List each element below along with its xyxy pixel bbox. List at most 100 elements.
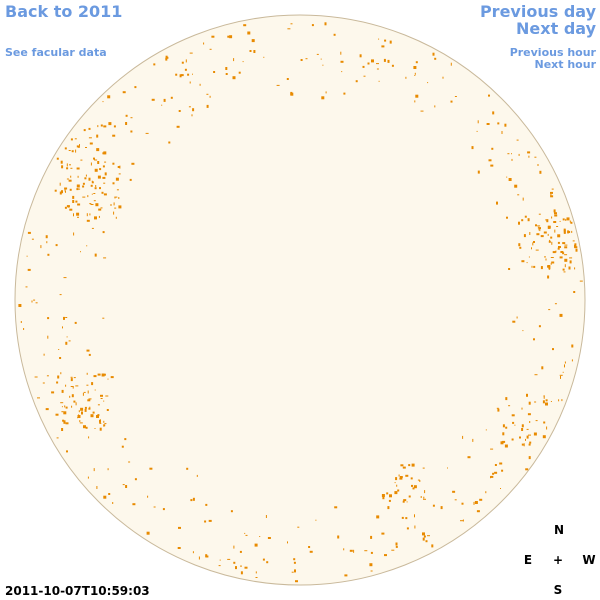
facula <box>490 475 494 478</box>
previous-day-link[interactable]: Previous day <box>480 2 597 21</box>
facula <box>422 537 425 541</box>
facula <box>132 503 136 506</box>
facula <box>88 436 90 439</box>
facula <box>229 35 233 39</box>
facula <box>91 181 94 184</box>
facula <box>562 252 565 255</box>
facula <box>411 484 413 487</box>
facula <box>93 200 96 202</box>
facula <box>70 138 73 141</box>
facula <box>103 193 107 196</box>
facula <box>82 185 85 188</box>
facula <box>553 221 557 223</box>
facula <box>99 422 102 424</box>
facula <box>90 204 94 205</box>
facula <box>485 491 487 494</box>
facula <box>558 246 561 248</box>
facula <box>554 303 557 305</box>
facula <box>211 35 215 38</box>
facula <box>74 138 77 140</box>
facula <box>100 124 103 127</box>
facula <box>547 225 550 229</box>
facula <box>424 490 426 494</box>
facula <box>533 265 536 268</box>
facula <box>73 400 76 403</box>
facula <box>103 400 105 402</box>
facula <box>91 193 93 195</box>
facula <box>128 461 131 463</box>
facula <box>462 519 464 522</box>
facula <box>93 468 95 472</box>
facula <box>545 402 548 406</box>
facula <box>125 122 128 125</box>
facula <box>47 335 49 339</box>
facula <box>490 448 494 450</box>
facula <box>535 420 538 422</box>
facula <box>322 64 324 66</box>
facula <box>526 435 529 439</box>
facula <box>353 549 355 553</box>
facula <box>108 122 112 126</box>
facula <box>225 73 228 75</box>
facula <box>96 148 100 152</box>
facula <box>394 482 396 484</box>
facula <box>57 375 60 379</box>
facula <box>572 240 575 242</box>
next-hour-link[interactable]: Next hour <box>535 58 597 71</box>
facula <box>355 80 358 83</box>
facula <box>471 146 474 150</box>
facula <box>533 241 535 243</box>
facula <box>402 500 405 503</box>
facula <box>560 375 561 379</box>
facula <box>99 419 101 423</box>
facula <box>547 265 551 267</box>
facula <box>378 80 380 82</box>
facula <box>537 225 541 227</box>
facula <box>562 218 565 221</box>
facula <box>91 180 93 182</box>
facula <box>320 58 322 60</box>
facula <box>263 56 265 58</box>
facula <box>291 571 294 573</box>
facula <box>527 218 530 222</box>
facula <box>488 94 490 97</box>
facula <box>511 414 515 417</box>
facula <box>398 474 400 477</box>
facula <box>65 406 68 409</box>
facula <box>90 414 94 418</box>
back-link[interactable]: Back to 2011 <box>5 2 122 21</box>
facula <box>518 153 520 156</box>
facula <box>90 162 92 166</box>
facula <box>89 213 91 216</box>
facula <box>369 563 373 567</box>
facula <box>47 253 50 256</box>
facula <box>511 158 513 161</box>
facula <box>502 440 506 443</box>
facula <box>103 125 107 128</box>
facula <box>76 145 79 148</box>
facula <box>43 353 45 356</box>
previous-hour-link[interactable]: Previous hour <box>510 46 597 59</box>
next-day-link[interactable]: Next day <box>516 19 597 38</box>
facula <box>543 421 546 424</box>
facula <box>414 100 416 103</box>
facula <box>507 153 510 155</box>
facula <box>267 537 271 539</box>
facula <box>70 378 73 382</box>
facula <box>94 216 96 219</box>
facula <box>422 532 425 536</box>
facula <box>529 232 531 235</box>
facula <box>545 399 548 402</box>
facula <box>309 550 313 553</box>
facula <box>79 420 81 423</box>
facula <box>400 464 404 467</box>
facular-link[interactable]: See facular data <box>5 46 107 59</box>
facula <box>551 188 554 190</box>
facula <box>86 384 89 386</box>
facula <box>560 251 564 253</box>
facula <box>408 495 411 498</box>
facula <box>88 137 92 139</box>
facula <box>297 526 300 528</box>
facula <box>242 61 244 63</box>
facula <box>71 150 74 153</box>
